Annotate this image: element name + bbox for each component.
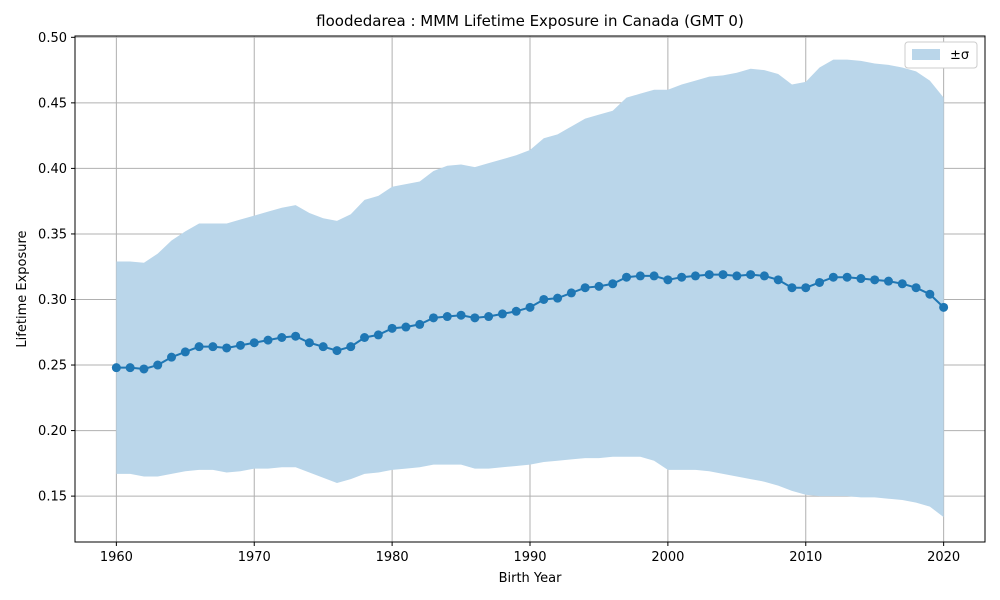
data-point [883,276,893,286]
data-point [346,342,356,352]
data-point [139,364,149,374]
x-tick-label: 1960 [100,550,133,565]
data-point [167,352,177,362]
data-points [111,270,949,374]
y-tick-label: 0.25 [38,359,67,374]
chart-title: floodedarea : MMM Lifetime Exposure in C… [316,12,744,30]
data-point [842,272,852,282]
legend-label-sigma: ±σ [950,48,969,63]
data-point [690,271,700,281]
data-point [263,335,273,345]
data-point [125,363,135,373]
data-point [470,313,480,323]
x-tick-label: 2020 [927,550,960,565]
data-point [718,270,728,280]
sigma-band [116,59,944,518]
data-point [401,322,411,332]
x-tick-label: 1980 [376,550,409,565]
data-point [277,333,287,343]
data-point [111,363,121,373]
data-point [153,360,163,370]
y-tick-label: 0.30 [38,293,67,308]
data-point [759,271,769,281]
data-point [208,342,218,352]
data-point [594,281,604,291]
data-point [360,333,370,343]
data-point [649,271,659,281]
data-point [539,294,549,304]
data-point [815,277,825,287]
data-point [746,270,756,280]
data-point [704,270,714,280]
data-point [304,338,314,348]
y-axis-label: Lifetime Exposure [15,230,30,347]
data-point [677,272,687,282]
x-tick-label: 1970 [238,550,271,565]
data-point [456,310,466,320]
legend-swatch-sigma [912,49,940,60]
data-point [897,279,907,289]
data-point [828,272,838,282]
y-tick-label: 0.35 [38,227,67,242]
data-point [608,279,618,289]
data-point [635,271,645,281]
data-point [442,312,452,322]
data-point [525,302,535,312]
data-point [222,343,232,353]
data-point [925,289,935,299]
data-point [484,312,494,322]
data-point [318,342,328,352]
data-point [870,275,880,285]
data-point [732,271,742,281]
data-point [939,302,949,312]
data-point [249,338,259,348]
y-tick-label: 0.45 [38,96,67,111]
data-point [801,283,811,293]
data-point [373,330,383,340]
data-point [663,275,673,285]
y-tick-label: 0.20 [38,424,67,439]
y-tick-label: 0.40 [38,162,67,177]
legend-box [904,41,978,69]
data-point [415,319,425,329]
data-point [194,342,204,352]
data-point [856,274,866,284]
y-tick-label: 0.15 [38,490,67,505]
legend: ±σ [904,41,978,69]
data-point [235,340,245,350]
x-tick-label: 2000 [651,550,684,565]
x-axis-ticks: 1960 1970 1980 1990 2000 2010 2020 [100,542,960,565]
sigma-band-area [116,59,944,518]
data-point [291,331,301,341]
data-point [180,347,190,357]
y-tick-label: 0.50 [38,31,67,46]
data-point [387,323,397,333]
data-point [787,283,797,293]
data-point [911,283,921,293]
data-point [428,313,438,323]
data-point [622,272,632,282]
data-point [566,288,576,298]
data-point [497,309,507,319]
data-point [773,275,783,285]
data-point [580,283,590,293]
x-tick-label: 1990 [513,550,546,565]
y-axis-ticks: 0.15 0.20 0.25 0.30 0.35 0.40 0.45 0.50 [38,31,75,505]
data-point [511,306,521,316]
data-point [332,346,342,356]
data-point [553,293,563,303]
x-tick-label: 2010 [789,550,822,565]
x-axis-label: Birth Year [499,571,563,586]
